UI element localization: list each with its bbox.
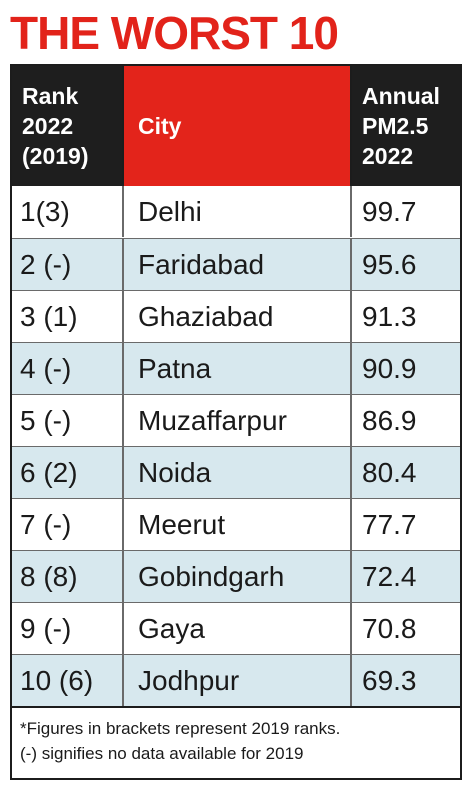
page-title: THE WORST 10 — [10, 7, 339, 59]
pm25-cell: 72.4 — [362, 561, 417, 592]
table-row: 9 (-) Gaya 70.8 — [12, 602, 460, 654]
table-row: 1(3) Delhi 99.7 — [12, 186, 460, 238]
city-cell: Noida — [122, 447, 352, 498]
footnote-line-brackets: *Figures in brackets represent 2019 rank… — [20, 719, 341, 738]
rank-cell: 6 (2) — [20, 457, 78, 488]
table-footnote: *Figures in brackets represent 2019 rank… — [12, 706, 460, 778]
pm25-cell: 70.8 — [362, 613, 417, 644]
rank-cell: 10 (6) — [20, 665, 94, 696]
rank-cell: 8 (8) — [20, 561, 78, 592]
rank-cell: 2 (-) — [20, 249, 72, 280]
rank-cell: 1(3) — [20, 196, 70, 227]
table-row: 4 (-) Patna 90.9 — [12, 342, 460, 394]
table-row: 6 (2) Noida 80.4 — [12, 446, 460, 498]
city-cell: Muzaffarpur — [122, 395, 352, 446]
table-body: 1(3) Delhi 99.7 2 (-) Faridabad 95.6 3 (… — [12, 186, 460, 706]
table-row: 5 (-) Muzaffarpur 86.9 — [12, 394, 460, 446]
city-cell: Jodhpur — [122, 655, 352, 706]
column-header-pm25: Annual PM2.5 2022 — [352, 66, 460, 186]
pm25-cell: 69.3 — [362, 665, 417, 696]
rank-cell: 9 (-) — [20, 613, 72, 644]
footnote-line-no-data: (-) signifies no data available for 2019 — [20, 744, 304, 763]
rank-cell: 5 (-) — [20, 405, 72, 436]
city-cell: Ghaziabad — [122, 291, 352, 342]
city-cell: Faridabad — [122, 239, 352, 290]
pm25-cell: 86.9 — [362, 405, 417, 436]
rank-cell: 7 (-) — [20, 509, 72, 540]
city-cell: Meerut — [122, 499, 352, 550]
table-row: 2 (-) Faridabad 95.6 — [12, 238, 460, 290]
pm25-cell: 99.7 — [362, 196, 417, 227]
table-row: 7 (-) Meerut 77.7 — [12, 498, 460, 550]
city-cell: Patna — [122, 343, 352, 394]
pm25-cell: 90.9 — [362, 353, 417, 384]
pm25-cell: 91.3 — [362, 301, 417, 332]
city-cell: Gaya — [122, 603, 352, 654]
city-cell: Delhi — [122, 186, 352, 237]
table-row: 8 (8) Gobindgarh 72.4 — [12, 550, 460, 602]
table-row: 3 (1) Ghaziabad 91.3 — [12, 290, 460, 342]
rank-cell: 3 (1) — [20, 301, 78, 332]
rank-cell: 4 (-) — [20, 353, 72, 384]
pm25-cell: 77.7 — [362, 509, 417, 540]
city-cell: Gobindgarh — [122, 551, 352, 602]
table-row: 10 (6) Jodhpur 69.3 — [12, 654, 460, 706]
pm25-cell: 80.4 — [362, 457, 417, 488]
column-header-rank: Rank 2022 (2019) — [12, 66, 122, 186]
pm25-cell: 95.6 — [362, 249, 417, 280]
column-header-city: City — [122, 66, 352, 186]
table-header: Rank 2022 (2019) City Annual PM2.5 2022 — [12, 66, 460, 186]
ranking-table: Rank 2022 (2019) City Annual PM2.5 2022 … — [10, 64, 462, 780]
